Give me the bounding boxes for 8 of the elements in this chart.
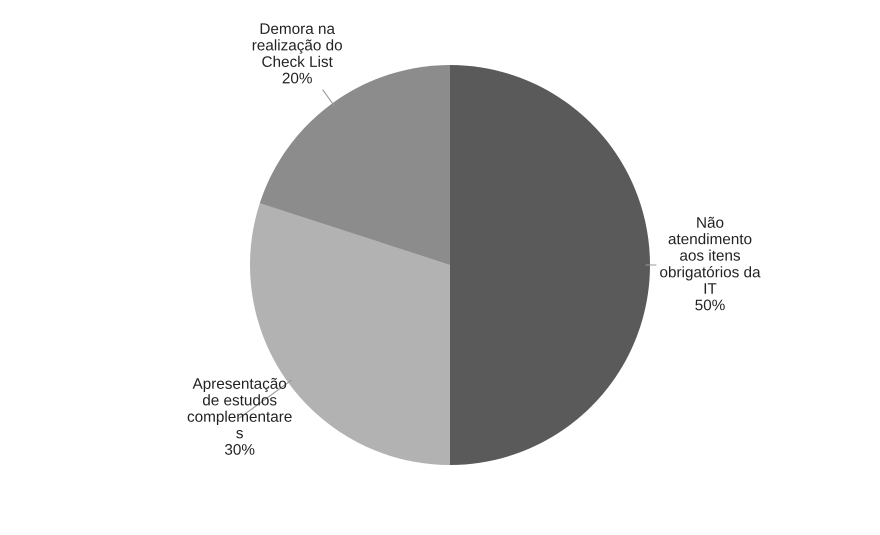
data-label: 50% bbox=[695, 300, 725, 310]
pie-slice bbox=[450, 65, 650, 465]
slice-label: Apresentação de estudos complementare s bbox=[188, 378, 292, 438]
data-label: 30% bbox=[224, 444, 254, 455]
data-label: 20% bbox=[282, 72, 312, 84]
slice-label: Demora na realização do Check List bbox=[252, 23, 342, 68]
slice-label: Não atendimento aos itens obrigatórios da IT bbox=[660, 216, 761, 294]
pie-slice bbox=[260, 65, 450, 265]
